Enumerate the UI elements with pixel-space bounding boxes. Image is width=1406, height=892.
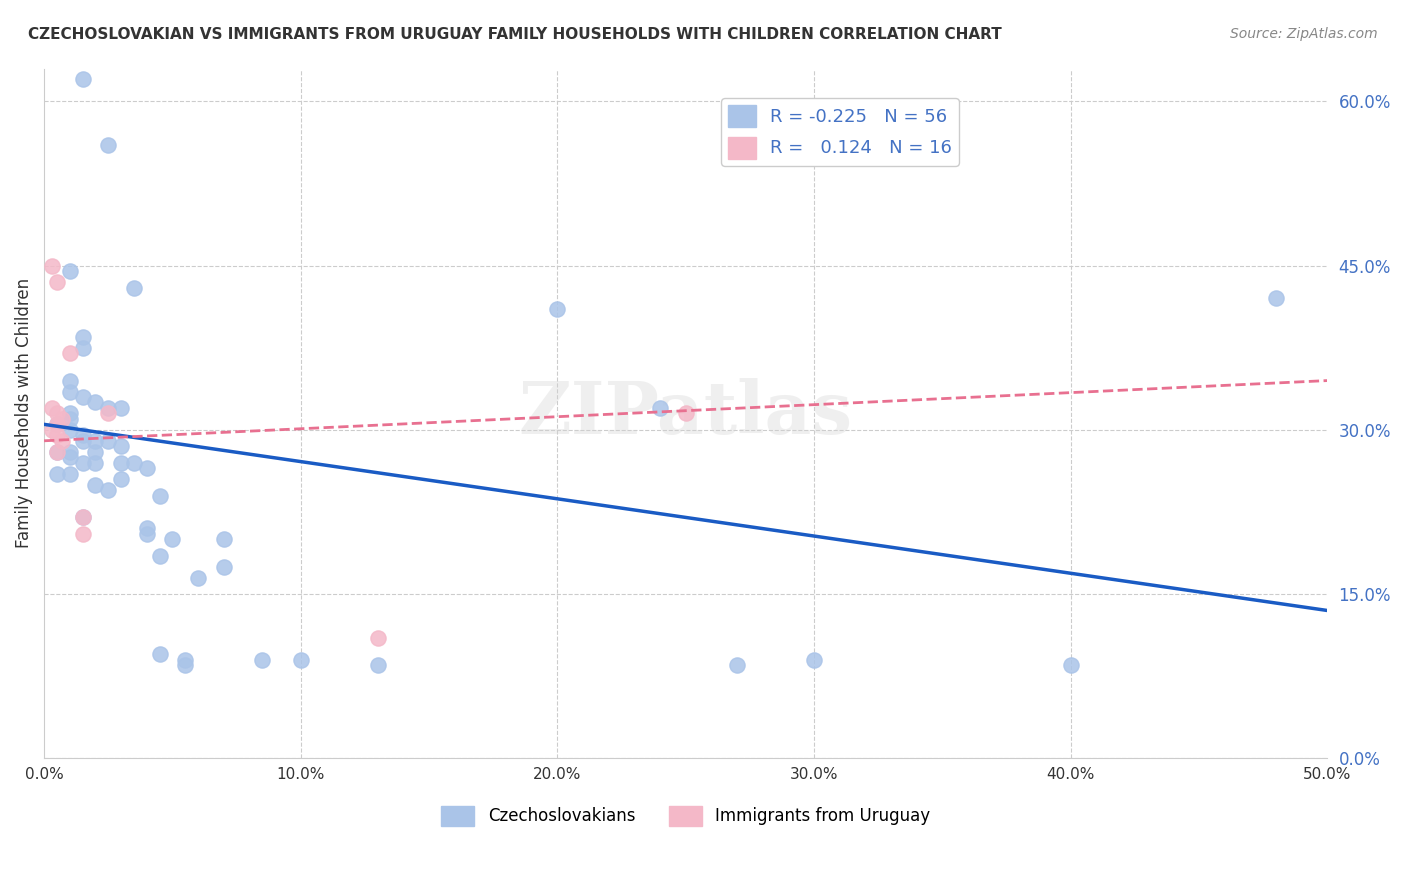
Text: ZIPatlas: ZIPatlas: [519, 378, 853, 449]
Point: [122, 280, 145, 294]
Point: [59, 264, 82, 278]
Point: [135, 461, 157, 475]
Point: [59, 423, 82, 437]
Point: [110, 472, 132, 486]
Point: [72, 456, 94, 470]
Point: [110, 401, 132, 415]
Point: [46, 406, 69, 420]
Point: [59, 412, 82, 426]
Point: [72, 434, 94, 448]
Point: [72, 510, 94, 524]
Point: [290, 653, 312, 667]
Point: [122, 456, 145, 470]
Point: [97, 483, 120, 497]
Point: [72, 428, 94, 442]
Point: [72, 390, 94, 404]
Point: [110, 456, 132, 470]
Point: [648, 401, 671, 415]
Point: [174, 658, 197, 673]
Point: [149, 648, 172, 662]
Point: [41, 401, 63, 415]
Point: [59, 384, 82, 399]
Point: [367, 658, 389, 673]
Point: [46, 428, 69, 442]
Point: [212, 533, 235, 547]
Text: Source: ZipAtlas.com: Source: ZipAtlas.com: [1230, 27, 1378, 41]
Point: [110, 439, 132, 453]
Point: [41, 259, 63, 273]
Point: [46, 444, 69, 458]
Point: [803, 653, 825, 667]
Point: [59, 406, 82, 420]
Point: [1265, 292, 1288, 306]
Point: [97, 434, 120, 448]
Point: [162, 533, 184, 547]
Point: [174, 653, 197, 667]
Point: [1060, 658, 1083, 673]
Point: [59, 346, 82, 360]
Point: [46, 444, 69, 458]
Point: [252, 653, 274, 667]
Point: [46, 467, 69, 481]
Point: [46, 417, 69, 432]
Point: [46, 275, 69, 289]
Point: [59, 467, 82, 481]
Point: [84, 434, 107, 448]
Point: [84, 477, 107, 491]
Point: [97, 406, 120, 420]
Point: [97, 401, 120, 415]
Point: [367, 631, 389, 645]
Point: [149, 549, 172, 563]
Point: [72, 526, 94, 541]
Point: [84, 456, 107, 470]
Point: [84, 395, 107, 409]
Point: [187, 571, 209, 585]
Point: [46, 417, 69, 432]
Point: [51, 434, 73, 448]
Point: [72, 341, 94, 355]
Point: [59, 450, 82, 465]
Point: [59, 444, 82, 458]
Point: [72, 330, 94, 344]
Text: CZECHOSLOVAKIAN VS IMMIGRANTS FROM URUGUAY FAMILY HOUSEHOLDS WITH CHILDREN CORRE: CZECHOSLOVAKIAN VS IMMIGRANTS FROM URUGU…: [28, 27, 1002, 42]
Point: [72, 510, 94, 524]
Point: [84, 444, 107, 458]
Legend: Czechoslovakians, Immigrants from Uruguay: Czechoslovakians, Immigrants from Urugua…: [434, 799, 936, 833]
Point: [41, 423, 63, 437]
Point: [725, 658, 748, 673]
Point: [135, 526, 157, 541]
Point: [675, 406, 697, 420]
Point: [72, 72, 94, 87]
Y-axis label: Family Households with Children: Family Households with Children: [15, 278, 32, 549]
Point: [149, 489, 172, 503]
Point: [51, 412, 73, 426]
Point: [212, 559, 235, 574]
Point: [97, 138, 120, 153]
Point: [135, 521, 157, 535]
Point: [546, 302, 568, 317]
Point: [59, 374, 82, 388]
